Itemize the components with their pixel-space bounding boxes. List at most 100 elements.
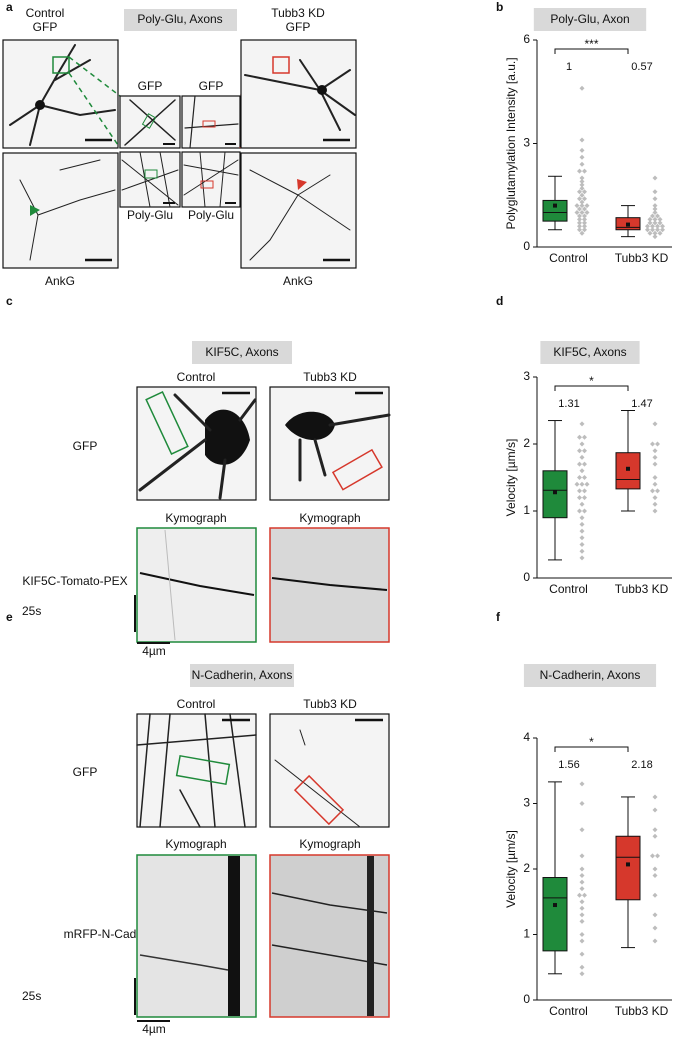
data-point xyxy=(582,213,587,219)
median-label: 1.31 xyxy=(558,398,579,410)
data-point xyxy=(645,223,650,229)
column-header: Tubb3 KD xyxy=(271,6,325,20)
data-point xyxy=(582,168,587,174)
data-point xyxy=(582,196,587,202)
data-point xyxy=(582,495,587,501)
micrograph xyxy=(134,386,391,644)
data-point xyxy=(579,879,585,885)
data-point xyxy=(655,441,660,447)
data-point xyxy=(579,866,585,872)
data-point xyxy=(652,912,658,918)
row-label: KIF5C-Tomato-PEX xyxy=(22,574,127,588)
kymograph-label: Kymograph xyxy=(299,511,360,525)
kymograph-label: Kymograph xyxy=(165,511,226,525)
y-tick-label: 1 xyxy=(523,927,530,941)
significance-label: * xyxy=(589,735,594,749)
chart-title: Poly-Glu, Axon xyxy=(550,12,629,26)
data-point xyxy=(582,223,587,229)
significance-bracket xyxy=(554,385,629,391)
mean-marker xyxy=(553,903,557,908)
data-point xyxy=(652,421,658,427)
y-axis-label: Velocity [µm/s] xyxy=(504,830,518,908)
data-point xyxy=(652,220,658,226)
data-point xyxy=(650,227,655,233)
data-point xyxy=(579,873,585,879)
data-point xyxy=(579,85,585,91)
data-point xyxy=(652,833,658,839)
data-point xyxy=(652,189,658,195)
data-point xyxy=(652,925,658,931)
column-header: GFP xyxy=(286,20,311,34)
data-point xyxy=(652,461,658,467)
significance-label: *** xyxy=(584,37,598,51)
data-point xyxy=(579,203,585,209)
data-point xyxy=(652,508,658,514)
data-point xyxy=(650,853,655,859)
data-point xyxy=(577,461,582,467)
data-point xyxy=(650,488,655,494)
data-point xyxy=(657,220,663,226)
data-point xyxy=(577,227,582,233)
data-point xyxy=(579,971,585,977)
inset-footer: Poly-Glu xyxy=(127,208,173,222)
data-point xyxy=(582,892,587,898)
chart-title: N-Cadherin, Axons xyxy=(540,668,641,682)
mean-marker xyxy=(626,466,630,471)
column-header: Tubb3 KD xyxy=(303,697,357,711)
data-point xyxy=(577,206,582,212)
data-point xyxy=(652,216,658,222)
box xyxy=(615,835,641,901)
y-axis-label: Velocity [µm/s] xyxy=(504,439,518,517)
y-tick-label: 6 xyxy=(523,32,530,46)
data-point xyxy=(577,448,582,454)
data-point xyxy=(579,542,585,547)
data-point xyxy=(579,441,585,447)
y-tick-label: 0 xyxy=(523,992,530,1006)
data-point xyxy=(579,951,585,957)
data-point xyxy=(579,178,585,184)
data-point xyxy=(579,932,585,937)
y-tick-label: 0 xyxy=(523,570,530,584)
box xyxy=(542,470,568,519)
data-point xyxy=(579,421,585,427)
data-point xyxy=(655,213,660,219)
data-point xyxy=(579,501,585,507)
data-point xyxy=(650,223,655,229)
data-point xyxy=(655,853,660,859)
inset-header: GFP xyxy=(199,79,224,93)
data-point xyxy=(652,210,658,215)
data-point xyxy=(652,475,658,480)
row-label: mRFP-N-Cad xyxy=(64,927,137,941)
y-tick-label: 3 xyxy=(523,369,530,383)
data-point xyxy=(584,481,590,487)
data-point xyxy=(579,781,585,787)
data-point xyxy=(579,528,585,534)
mean-marker xyxy=(553,490,557,495)
data-point xyxy=(652,206,658,212)
kymograph-label: Kymograph xyxy=(299,837,360,851)
x-tick-label: Tubb3 KD xyxy=(615,1004,669,1018)
stain-label: AnkG xyxy=(45,274,75,288)
data-point xyxy=(579,964,585,970)
mean-marker xyxy=(553,203,557,208)
title-box xyxy=(523,664,657,687)
mean-marker xyxy=(626,862,630,867)
panel-label: d xyxy=(496,294,503,308)
length-scale: 4µm xyxy=(142,1022,166,1036)
panel-label: a xyxy=(6,0,13,14)
data-point xyxy=(579,137,585,143)
data-point xyxy=(582,434,587,440)
data-point xyxy=(577,495,582,501)
data-point xyxy=(577,488,582,494)
data-point xyxy=(582,189,587,195)
column-header: Tubb3 KD xyxy=(303,370,357,384)
data-point xyxy=(579,515,585,521)
data-point xyxy=(652,873,658,879)
time-scale: 25s xyxy=(22,604,41,618)
median-label: 2.18 xyxy=(631,759,652,771)
data-point xyxy=(574,210,580,215)
data-point xyxy=(652,501,658,507)
x-tick-label: Control xyxy=(549,1004,588,1018)
data-point xyxy=(652,448,658,454)
panel-title: Poly-Glu, Axons xyxy=(137,12,222,26)
